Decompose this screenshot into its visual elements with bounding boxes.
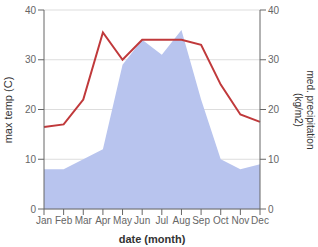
svg-text:Jan: Jan bbox=[36, 215, 52, 226]
html-text:max temp (C): max temp (C) bbox=[2, 76, 14, 143]
svg-text:Jun: Jun bbox=[134, 215, 150, 226]
svg-text:20: 20 bbox=[268, 104, 280, 115]
svg-text:Mar: Mar bbox=[75, 215, 93, 226]
svg-text:date (month): date (month) bbox=[119, 233, 186, 245]
svg-text:10: 10 bbox=[25, 154, 37, 165]
svg-text:Feb: Feb bbox=[55, 215, 73, 226]
svg-text:Apr: Apr bbox=[95, 215, 111, 226]
svg-text:0: 0 bbox=[268, 204, 274, 215]
svg-text:Dec: Dec bbox=[251, 215, 269, 226]
svg-text:30: 30 bbox=[25, 54, 37, 65]
html-text:med. precipitation (kg/m2): med. precipitation (kg/m2) bbox=[293, 70, 316, 149]
svg-text:Jul: Jul bbox=[155, 215, 168, 226]
svg-text:Oct: Oct bbox=[213, 215, 229, 226]
svg-text:0: 0 bbox=[30, 204, 36, 215]
svg-text:40: 40 bbox=[25, 5, 37, 16]
svg-text:40: 40 bbox=[268, 5, 280, 16]
svg-text:10: 10 bbox=[268, 154, 280, 165]
svg-text:Sep: Sep bbox=[192, 215, 210, 226]
svg-text:Nov: Nov bbox=[231, 215, 249, 226]
svg-text:Aug: Aug bbox=[173, 215, 191, 226]
svg-text:20: 20 bbox=[25, 104, 37, 115]
svg-text:30: 30 bbox=[268, 54, 280, 65]
svg-text:May: May bbox=[113, 215, 132, 226]
